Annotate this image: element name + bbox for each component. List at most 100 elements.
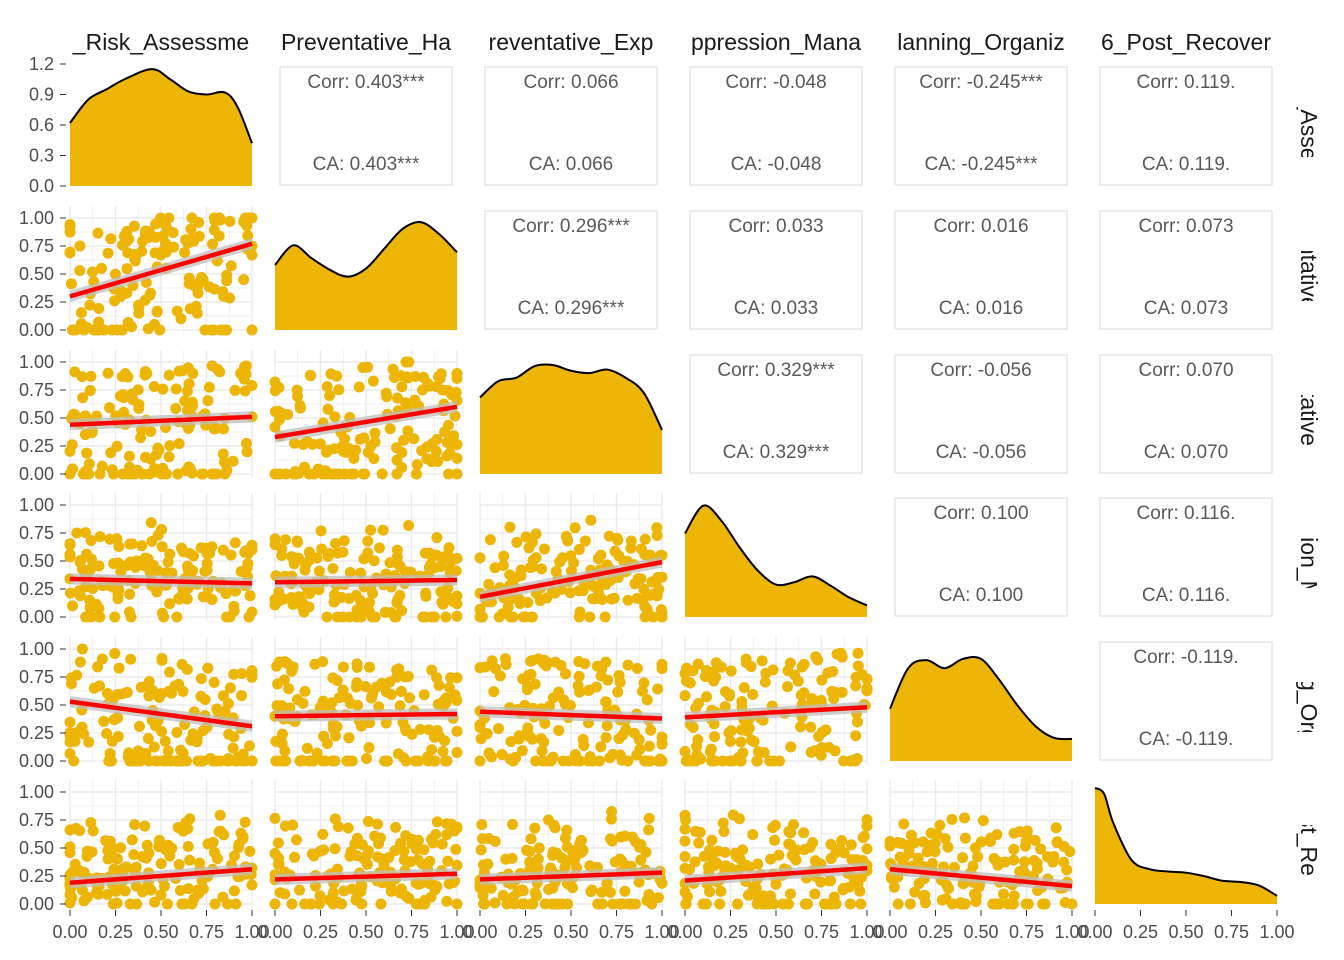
scatter-point [564,587,576,599]
scatter-point [76,721,88,733]
scatter-point [1061,864,1073,876]
scatter-point [782,898,794,910]
scatter-point [269,385,281,397]
scatter-point [136,540,148,552]
scatter-point [66,866,78,878]
scatter-point [521,844,533,856]
scatter-point [637,685,649,697]
scatter-point [788,846,800,858]
scatter-point [857,832,869,844]
scatter-point [153,841,165,853]
scatter-point [273,858,285,870]
scatter-point [702,861,714,873]
scatter-point [217,286,229,298]
scatter-point [85,370,97,382]
scatter-point [287,598,299,610]
scatter-point [244,590,256,602]
scatter-point [100,835,112,847]
density-area [275,222,457,330]
scatter-point [230,898,242,910]
scatter-point [218,829,230,841]
scatter-point [643,812,655,824]
scatter-point [365,524,377,536]
y-tick-label: 0.25 [19,723,54,743]
scatter-point [213,212,225,224]
scatter-point [748,736,760,748]
scatter-point [299,898,311,910]
scatter-point [735,724,747,736]
scatter-point [584,860,596,872]
scatter-point [449,689,461,701]
scatter-point [724,688,736,700]
scatter-point [396,605,408,617]
scatter-point [173,859,185,871]
scatter-point [67,463,79,475]
scatter-point [406,837,418,849]
scatter-point [798,827,810,839]
scatter-point [513,733,525,745]
scatter-point [1014,826,1026,838]
scatter-point [244,740,256,752]
scatter-point [427,837,439,849]
scatter-point [281,657,293,669]
scatter-point [276,543,288,555]
scatter-point [358,553,370,565]
scatter-point [619,830,631,842]
scatter-point [184,303,196,315]
y-tick-label: 0.25 [19,866,54,886]
scatter-point [188,893,200,905]
scatter-point [852,647,864,659]
scatter-point [402,425,414,437]
scatter-point [163,451,175,463]
scatter-point [272,678,284,690]
scatter-point [288,437,300,449]
scatter-point [498,550,510,562]
scatter-point [64,445,76,457]
scatter-point [700,898,712,910]
scatter-point [593,587,605,599]
scatter-point [86,266,98,278]
scatter-point [274,468,286,480]
scatter-point [228,600,240,612]
y-tick-label: 0.50 [19,551,54,571]
scatter-point [441,755,453,767]
scatter-point [164,598,176,610]
scatter-point [391,671,403,683]
scatter-point [511,536,523,548]
scatter-point [179,395,191,407]
scatter-point [361,858,373,870]
correlation-box [689,66,863,186]
scatter-point [239,816,251,828]
panel-2-2 [479,363,663,474]
scatter-point [497,559,509,571]
scatter-point [128,849,140,861]
density-area [1095,788,1277,904]
scatter-point [643,755,655,767]
row-strip-label: ning_Orga [1296,647,1322,755]
scatter-point [129,819,141,831]
scatter-point [690,825,702,837]
scatter-point [475,733,487,745]
scatter-point [785,741,797,753]
scatter-point [109,295,121,307]
panel-0-0: 0.0 0.3 0.6 0.9 1.2 [29,54,253,196]
scatter-point [143,690,155,702]
scatter-point [591,660,603,672]
scatter-point [373,542,385,554]
correlation-label: Corr: 0.119. [1137,72,1236,93]
x-tick-label: 0.00 [1077,922,1112,942]
scatter-point [679,745,691,757]
scatter-point [343,592,355,604]
scatter-point [418,844,430,856]
scatter-point [282,408,294,420]
scatter-point [1050,822,1062,834]
scatter-point [369,611,381,623]
scatter-point [321,380,333,392]
scatter-point [573,611,585,623]
column-strip-label: ppression_Mana [691,29,861,55]
scatter-point [608,592,620,604]
scatter-point [133,720,145,732]
panel-0-2: Corr: 0.066 CA: 0.066 [484,66,658,186]
scatter-point [530,552,542,564]
